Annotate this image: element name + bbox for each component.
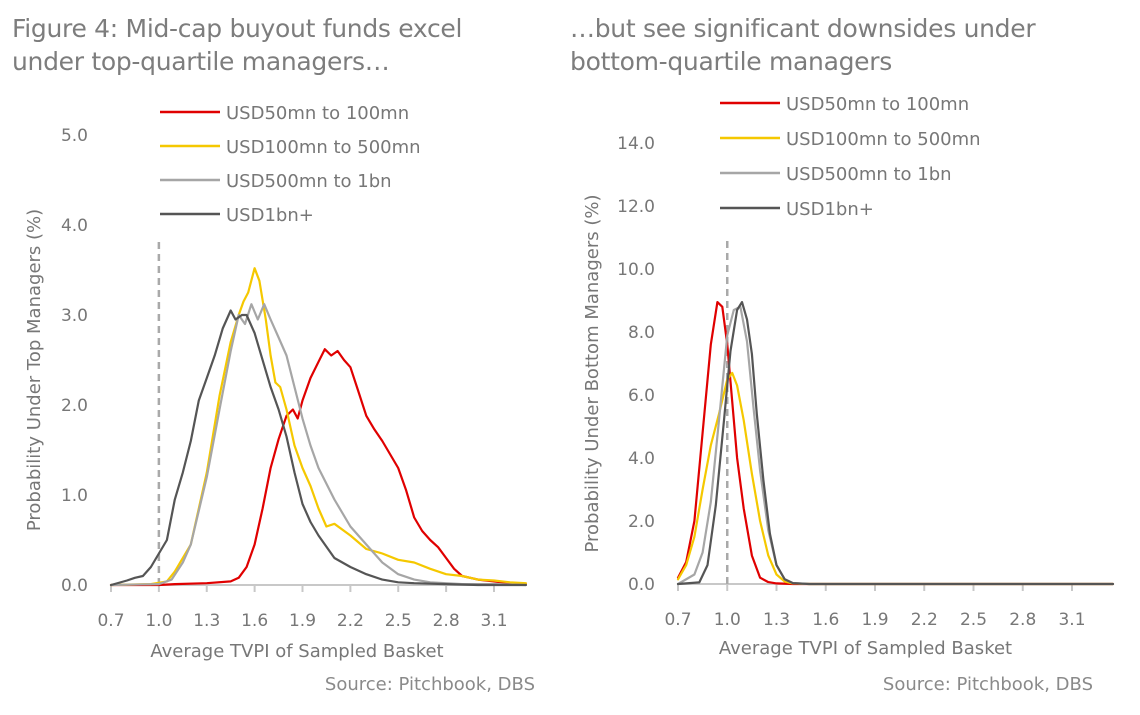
y-tick-label: 0.0 xyxy=(628,575,655,595)
x-tick-label: 3.1 xyxy=(1058,610,1085,630)
series-line-usd100mn-to-500mn xyxy=(676,371,1115,586)
x-tick-label: 2.2 xyxy=(911,610,938,630)
x-tick-label: 2.5 xyxy=(960,610,987,630)
x-tick-label: 1.3 xyxy=(193,611,220,631)
series-line-usd500mn-to-1bn xyxy=(676,305,1115,586)
y-tick-label: 8.0 xyxy=(628,323,655,343)
left-source-note: Source: Pitchbook, DBS xyxy=(324,674,535,695)
series-line-usd50mn-to-100mn xyxy=(109,348,528,587)
x-tick-label: 1.0 xyxy=(145,611,172,631)
legend-label-usd50mn-to-100mn: USD50mn to 100mn xyxy=(786,94,969,115)
x-tick-label: 2.8 xyxy=(1009,610,1036,630)
legend-label-usd1bn: USD1bn+ xyxy=(786,199,874,220)
series-line-usd1bn xyxy=(676,301,1115,586)
right-chart-title: …but see significant downsides under bot… xyxy=(570,14,1036,76)
legend-label-usd500mn-to-1bn: USD500mn to 1bn xyxy=(226,171,392,192)
x-tick-label: 1.3 xyxy=(763,610,790,630)
x-tick-label: 0.7 xyxy=(97,611,124,631)
y-tick-label: 14.0 xyxy=(617,134,655,154)
legend-label-usd100mn-to-500mn: USD100mn to 500mn xyxy=(786,129,981,150)
y-tick-label: 12.0 xyxy=(617,197,655,217)
legend-label-usd100mn-to-500mn: USD100mn to 500mn xyxy=(226,137,421,158)
legend-label-usd50mn-to-100mn: USD50mn to 100mn xyxy=(226,103,409,124)
x-tick-label: 2.8 xyxy=(433,611,460,631)
x-tick-label: 1.9 xyxy=(289,611,316,631)
series-line-usd1bn xyxy=(109,309,528,587)
x-tick-label: 2.5 xyxy=(385,611,412,631)
right-chart: 0.7 1.0 1.3 1.6 1.9 2.2 2.5 2.8 3.1 0.0 2.0 4.0 6.0 8… xyxy=(582,94,1115,659)
series-line-usd500mn-to-1bn xyxy=(109,303,528,587)
series-line-usd100mn-to-500mn xyxy=(109,267,528,587)
x-tick-label: 3.1 xyxy=(480,611,507,631)
x-tick-label: 1.6 xyxy=(241,611,268,631)
y-tick-label: 2.0 xyxy=(61,396,88,416)
legend-label-usd1bn: USD1bn+ xyxy=(226,205,314,226)
left-chart: 0.7 1.0 1.3 1.6 1.9 2.2 2.5 2.8 3.1 0.0 1.0 2.0 3.0 4… xyxy=(24,103,528,662)
y-tick-label: 10.0 xyxy=(617,260,655,280)
x-tick-label: 1.9 xyxy=(861,610,888,630)
left-chart-title: Figure 4: Mid-cap buyout funds excel und… xyxy=(12,14,463,76)
y-tick-label: 2.0 xyxy=(628,512,655,532)
y-tick-label: 1.0 xyxy=(61,486,88,506)
y-tick-label: 5.0 xyxy=(61,126,88,146)
x-axis-title: Average TVPI of Sampled Basket xyxy=(719,638,1012,659)
x-axis-title: Average TVPI of Sampled Basket xyxy=(150,641,443,662)
y-axis-title: Probability Under Bottom Managers (%) xyxy=(582,195,603,553)
y-tick-label: 4.0 xyxy=(628,449,655,469)
right-source-note: Source: Pitchbook, DBS xyxy=(882,674,1093,695)
y-tick-label: 6.0 xyxy=(628,386,655,406)
x-tick-label: 0.7 xyxy=(664,610,691,630)
x-tick-label: 2.2 xyxy=(337,611,364,631)
y-tick-label: 4.0 xyxy=(61,216,88,236)
x-tick-label: 1.0 xyxy=(714,610,741,630)
series-line-usd50mn-to-100mn xyxy=(676,301,1115,586)
y-tick-label: 3.0 xyxy=(61,306,88,326)
x-tick-label: 1.6 xyxy=(812,610,839,630)
legend-label-usd500mn-to-1bn: USD500mn to 1bn xyxy=(786,164,952,185)
y-tick-label: 0.0 xyxy=(61,576,88,596)
y-axis-title: Probability Under Top Managers (%) xyxy=(24,209,45,531)
